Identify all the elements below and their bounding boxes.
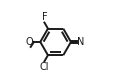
Text: F: F (41, 12, 47, 22)
Text: Cl: Cl (39, 62, 49, 72)
Text: O: O (26, 37, 33, 47)
Text: N: N (77, 37, 84, 47)
